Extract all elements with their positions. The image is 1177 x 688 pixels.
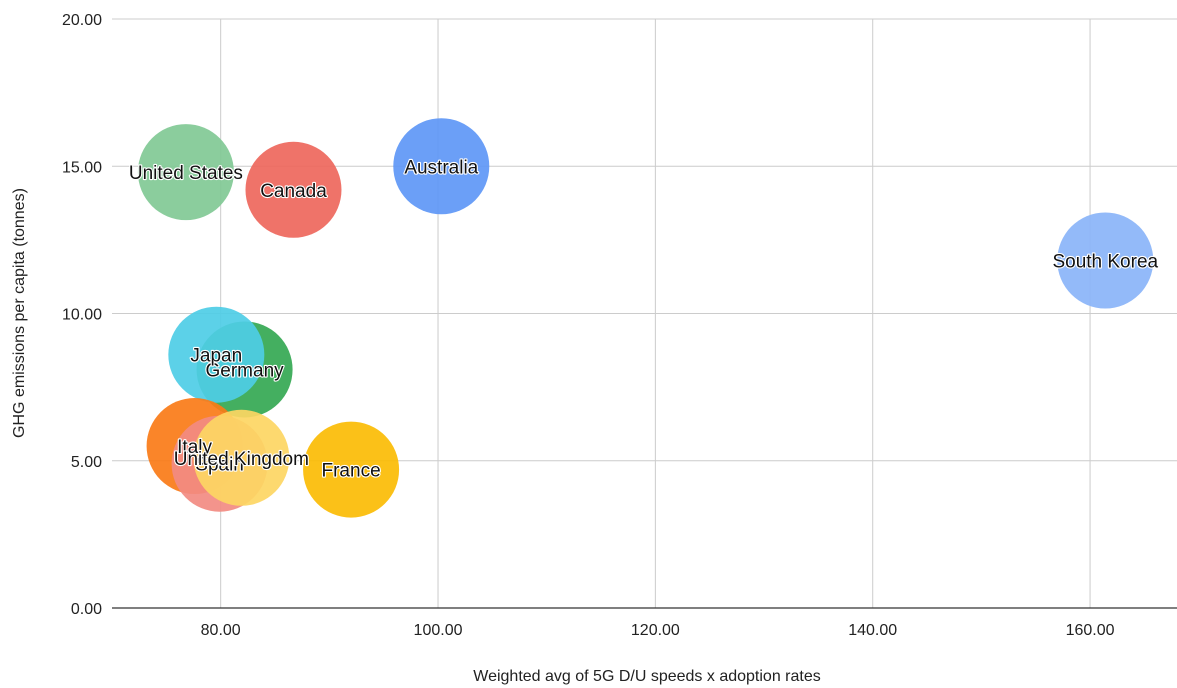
bubble-label: South Korea (1052, 251, 1158, 272)
grid (112, 18, 1177, 608)
bubble-australia[interactable] (393, 118, 490, 215)
x-axis-title: Weighted avg of 5G D/U speeds x adoption… (473, 668, 820, 685)
y-tick-label: 15.00 (62, 159, 102, 176)
x-tick-label: 160.00 (1066, 622, 1115, 639)
y-tick-label: 10.00 (62, 307, 102, 324)
bubble-japan[interactable] (168, 306, 265, 403)
tick-labels: 0.00 5.00 10.00 15.00 20.00 80.00 100.00 120.00… (62, 12, 1115, 639)
y-axis-title: GHG emissions per capita (tonnes) (11, 188, 28, 438)
bubble-labels: United States Canada Australia South Korea G… (128, 156, 1160, 483)
bubble-label: Germany (206, 360, 285, 381)
x-tick-label: 80.00 (201, 622, 241, 639)
bubble-label: Canada (260, 181, 327, 202)
bubble-label: Italy (177, 437, 212, 458)
y-tick-label: 0.00 (71, 601, 102, 618)
bubble-united-states[interactable] (137, 124, 234, 221)
bubble-south-korea[interactable] (1057, 212, 1154, 309)
y-tick-label: 20.00 (62, 12, 102, 29)
x-tick-label: 120.00 (631, 622, 680, 639)
bubble-label: United States (129, 163, 243, 184)
x-tick-label: 140.00 (848, 622, 897, 639)
bubble-france[interactable] (303, 421, 400, 518)
bubble-canada[interactable] (245, 141, 342, 238)
y-tick-label: 5.00 (71, 454, 102, 471)
x-tick-label: 100.00 (414, 622, 463, 639)
bubble-united-kingdom[interactable] (193, 409, 290, 506)
bubble-label: Japan (190, 346, 242, 367)
bubble-label: United Kingdom (174, 449, 309, 470)
bubble-label: Australia (404, 157, 478, 178)
bubble-label: Spain (195, 455, 244, 476)
bubble-label: France (322, 461, 381, 482)
bubbles (137, 118, 1154, 518)
